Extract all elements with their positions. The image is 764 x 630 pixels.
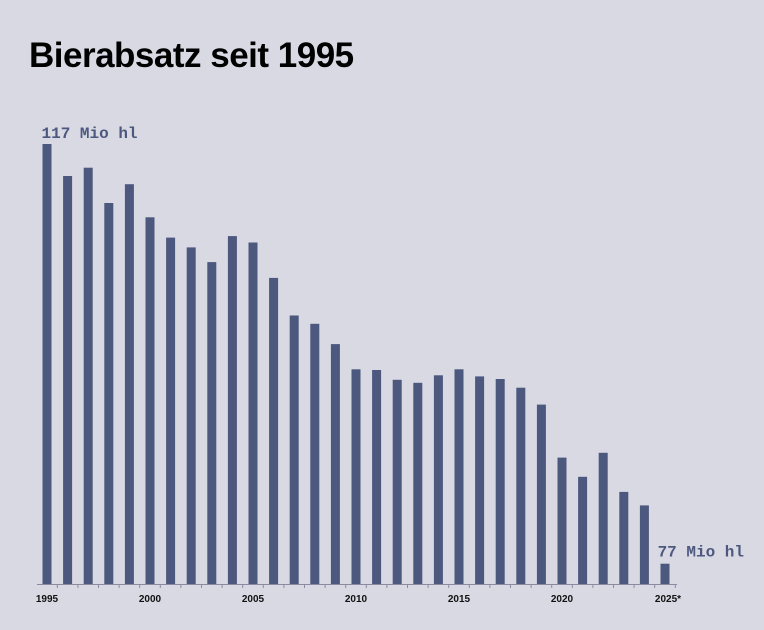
bar-2008 <box>310 323 320 584</box>
bar-2006 <box>269 277 279 584</box>
bar-2015 <box>454 369 464 584</box>
bar-2020 <box>557 457 567 584</box>
bar-1996 <box>63 176 73 584</box>
bar-2018 <box>516 387 526 584</box>
bar-2002 <box>186 247 196 584</box>
bar-2017 <box>495 379 505 584</box>
bar-2011 <box>372 370 382 584</box>
bar-2005 <box>248 242 258 584</box>
bar-2001 <box>166 237 176 584</box>
x-axis: 1995 2000 2005 2010 2015 2020 2025* <box>36 584 681 605</box>
bar-2016 <box>475 376 485 584</box>
x-tick-label-2020: 2020 <box>551 594 574 605</box>
bar-2013 <box>413 382 423 584</box>
value-label-1995: 117 Mio hl <box>42 125 138 143</box>
bar-1995 <box>42 144 52 584</box>
value-labels: 117 Mio hl 77 Mio hl <box>42 125 745 562</box>
x-tick-label-2010: 2010 <box>345 594 368 605</box>
x-tick-label-2015: 2015 <box>448 594 471 605</box>
bar-2022 <box>598 452 608 584</box>
bar-1998 <box>104 203 114 584</box>
chart-title: Bierabsatz seit 1995 <box>29 36 354 75</box>
bar-2019 <box>536 404 546 584</box>
bar-1997 <box>83 167 93 584</box>
bar-2024 <box>639 505 649 584</box>
bar-2012 <box>392 379 402 584</box>
bar-2007 <box>289 315 299 584</box>
bar-2023 <box>619 491 629 584</box>
x-tick-label-2000: 2000 <box>139 594 162 605</box>
bar-2014 <box>433 375 443 584</box>
bar-2003 <box>207 262 217 584</box>
bar-2010 <box>351 369 361 584</box>
bar-2025* <box>660 563 670 584</box>
x-tick-label-1995: 1995 <box>36 594 59 605</box>
bar-2000 <box>145 217 155 585</box>
bars-group <box>42 144 670 585</box>
x-tick-label-2025: 2025* <box>655 594 681 605</box>
bar-2004 <box>227 236 237 584</box>
bar-2021 <box>578 476 588 584</box>
value-label-2025: 77 Mio hl <box>658 544 744 562</box>
bar-2009 <box>330 344 340 584</box>
bar-1999 <box>124 184 134 584</box>
x-tick-label-2005: 2005 <box>242 594 265 605</box>
